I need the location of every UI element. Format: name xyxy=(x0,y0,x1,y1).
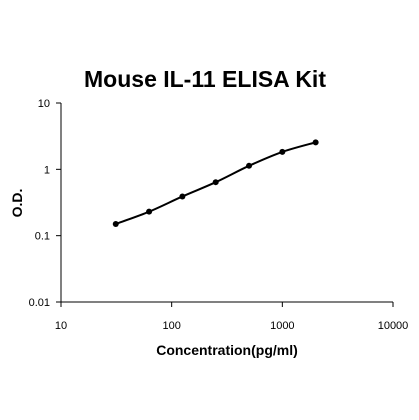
data-point xyxy=(246,162,253,169)
data-point xyxy=(179,193,186,200)
y-tick-label: 0.1 xyxy=(35,231,50,243)
y-tick-label: 1 xyxy=(44,164,50,176)
y-tick-label: 10 xyxy=(38,98,50,110)
x-axis-label: Concentration(pg/ml) xyxy=(156,342,298,358)
x-tick-label: 100 xyxy=(162,320,180,332)
data-point xyxy=(112,220,119,227)
data-point xyxy=(146,208,153,215)
chart-title: Mouse IL-11 ELISA Kit xyxy=(84,66,326,92)
y-axis-label: O.D. xyxy=(9,189,25,218)
data-point xyxy=(212,179,219,186)
data-points-group xyxy=(112,139,319,227)
x-tick-label: 1000 xyxy=(270,320,294,332)
axes xyxy=(60,103,393,303)
x-tick-label: 10 xyxy=(55,320,67,332)
data-point xyxy=(312,139,319,146)
data-point xyxy=(279,148,286,155)
y-tick-label: 0.01 xyxy=(29,297,50,309)
x-tick-label: 10000 xyxy=(378,320,409,332)
tick-group: 10 100 1000 10000 0.01 0.1 1 10 xyxy=(29,98,409,332)
